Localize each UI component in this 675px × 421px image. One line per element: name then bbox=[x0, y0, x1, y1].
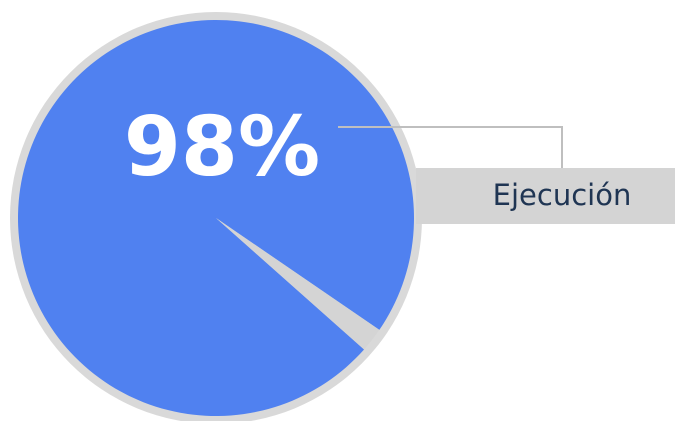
pie-slices bbox=[17, 20, 414, 417]
callout-box bbox=[416, 168, 675, 224]
pie-slice-remainder bbox=[216, 218, 380, 350]
pie-slice-main bbox=[17, 20, 414, 417]
callout-connector-line bbox=[338, 126, 563, 168]
callout-label: Ejecución bbox=[493, 178, 632, 212]
percentage-value-label: 98% bbox=[124, 100, 320, 195]
